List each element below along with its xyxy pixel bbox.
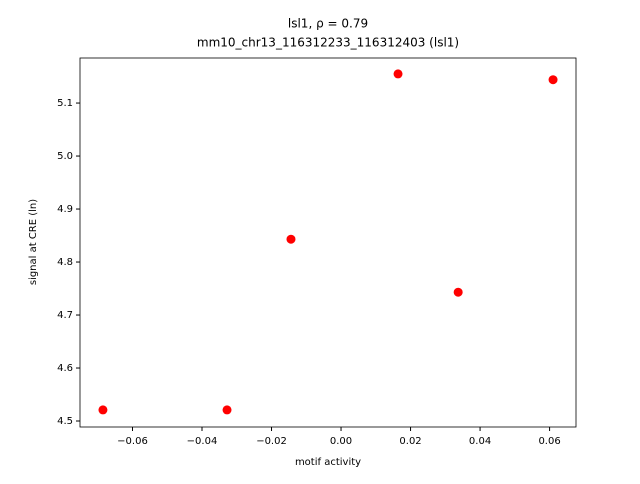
x-tick-label: 0.04 [469, 436, 491, 447]
y-tick-label: 4.6 [57, 363, 73, 374]
x-tick-label: −0.06 [117, 436, 148, 447]
plot-frame [79, 57, 577, 428]
y-tick-label: 4.5 [57, 416, 73, 427]
y-axis-label: signal at CRE (ln) [28, 199, 39, 285]
point [98, 405, 108, 415]
y-tick-label: 4.9 [57, 204, 73, 215]
y-tick-label: 4.7 [57, 310, 73, 321]
point [393, 69, 403, 79]
point [453, 287, 463, 297]
x-tick-label: −0.02 [256, 436, 287, 447]
point [548, 75, 558, 85]
x-tick-label: 0.06 [538, 436, 560, 447]
y-tick-label: 5.0 [57, 151, 73, 162]
y-tick-label: 4.8 [57, 257, 73, 268]
x-axis-label: motif activity [295, 457, 361, 468]
y-tick-label: 5.1 [57, 98, 73, 109]
x-tick-label: 0.00 [330, 436, 352, 447]
point [286, 234, 296, 244]
x-tick-label: −0.04 [187, 436, 218, 447]
chart-subtitle: mm10_chr13_116312233_116312403 (lsl1) [197, 36, 459, 50]
x-tick-label: 0.02 [399, 436, 421, 447]
chart-title: lsl1, ρ = 0.79 [288, 17, 368, 31]
point [222, 405, 232, 415]
